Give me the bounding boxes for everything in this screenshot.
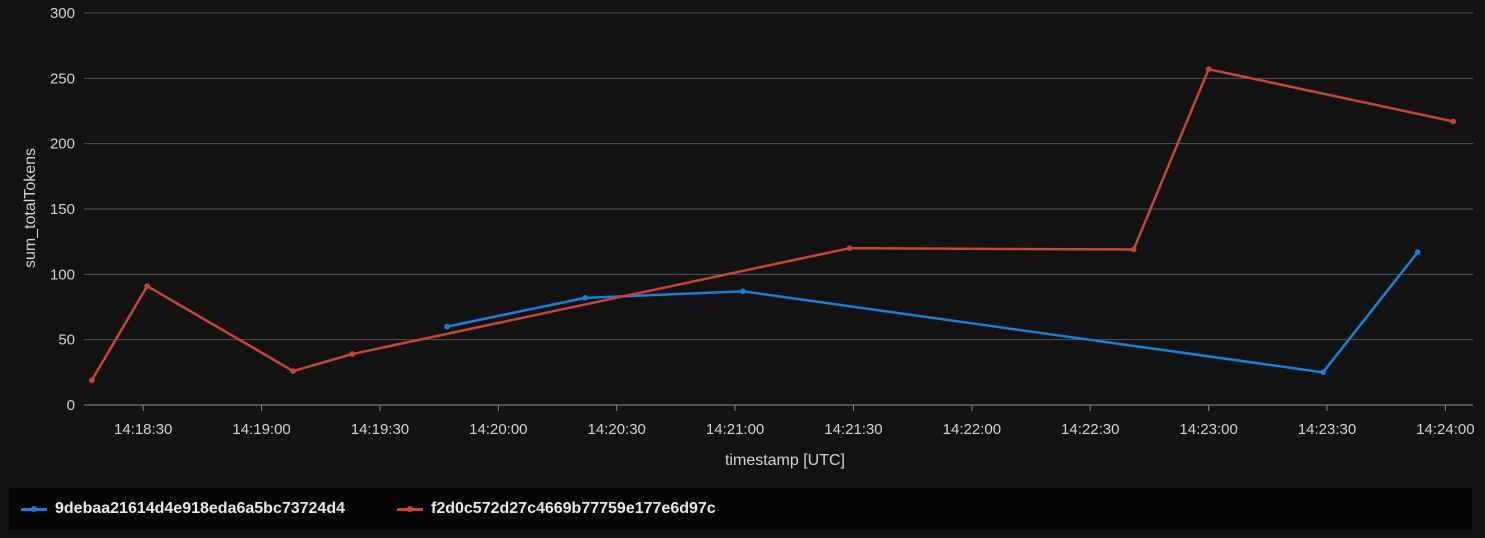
series-line-0[interactable] [445, 250, 1420, 374]
y-tick-label: 300 [50, 5, 75, 22]
series-line-1[interactable] [90, 67, 1455, 382]
x-axis-title: timestamp [UTC] [725, 452, 845, 469]
data-point[interactable] [582, 295, 588, 301]
legend-label: 9debaa21614d4e918eda6a5bc73724d4 [55, 500, 345, 517]
y-tick-label: 100 [50, 266, 75, 283]
y-tick-label: 250 [50, 70, 75, 87]
x-tick-label: 14:19:00 [232, 421, 290, 438]
data-point[interactable] [444, 323, 450, 330]
data-point[interactable] [290, 368, 296, 374]
x-tick-label: 14:22:00 [943, 421, 1001, 438]
data-point[interactable] [740, 288, 746, 295]
x-tick-label: 14:23:00 [1179, 421, 1237, 438]
series-lines [89, 66, 1457, 383]
x-tick-label: 14:20:30 [588, 421, 646, 438]
x-tick-label: 14:24:00 [1416, 421, 1474, 438]
chart-area: 0 50 100 150 200 250 300 14:18:30 14:19:00 14:19… [22, 5, 1475, 469]
legend: 9debaa21614d4e918eda6a5bc73724d4 f2d0c57… [9, 488, 1472, 530]
data-point[interactable] [1205, 66, 1212, 72]
line-chart: 0 50 100 150 200 250 300 14:18:30 14:19:00 14:19… [22, 5, 1475, 469]
y-axis-title: sum_totalTokens [22, 148, 39, 268]
data-point[interactable] [1450, 118, 1457, 125]
data-point[interactable] [846, 245, 853, 251]
data-point[interactable] [1414, 249, 1421, 255]
data-point[interactable] [144, 283, 150, 289]
legend-item-series-0[interactable]: 9debaa21614d4e918eda6a5bc73724d4 [21, 500, 345, 518]
legend-swatch-icon [21, 504, 47, 514]
x-tick-label: 14:20:00 [469, 421, 527, 438]
x-tick-label: 14:21:30 [824, 421, 882, 438]
y-tick-label: 0 [67, 397, 75, 414]
x-tick-label: 14:23:30 [1298, 421, 1356, 438]
y-tick-label: 200 [50, 136, 75, 153]
legend-label: f2d0c572d27c4669b77759e177e6d97c [431, 500, 716, 517]
y-tick-label: 50 [58, 332, 75, 349]
data-point[interactable] [349, 351, 356, 357]
y-tick-label: 150 [50, 201, 75, 218]
x-tick-label: 14:19:30 [351, 421, 409, 438]
data-point[interactable] [1320, 369, 1326, 376]
x-tick-label: 14:22:30 [1061, 421, 1119, 438]
legend-swatch-icon [397, 504, 423, 514]
grid-lines [84, 12, 1473, 406]
legend-item-series-1[interactable]: f2d0c572d27c4669b77759e177e6d97c [397, 500, 716, 518]
x-tick-label: 14:18:30 [114, 421, 172, 438]
y-axis-ticks: 0 50 100 150 200 250 300 [50, 5, 75, 414]
data-point[interactable] [1130, 246, 1137, 253]
x-tick-label: 14:21:00 [706, 421, 764, 438]
data-point[interactable] [89, 377, 95, 383]
x-axis-ticks: 14:18:30 14:19:00 14:19:30 14:20:00 14:20:30… [114, 405, 1475, 438]
